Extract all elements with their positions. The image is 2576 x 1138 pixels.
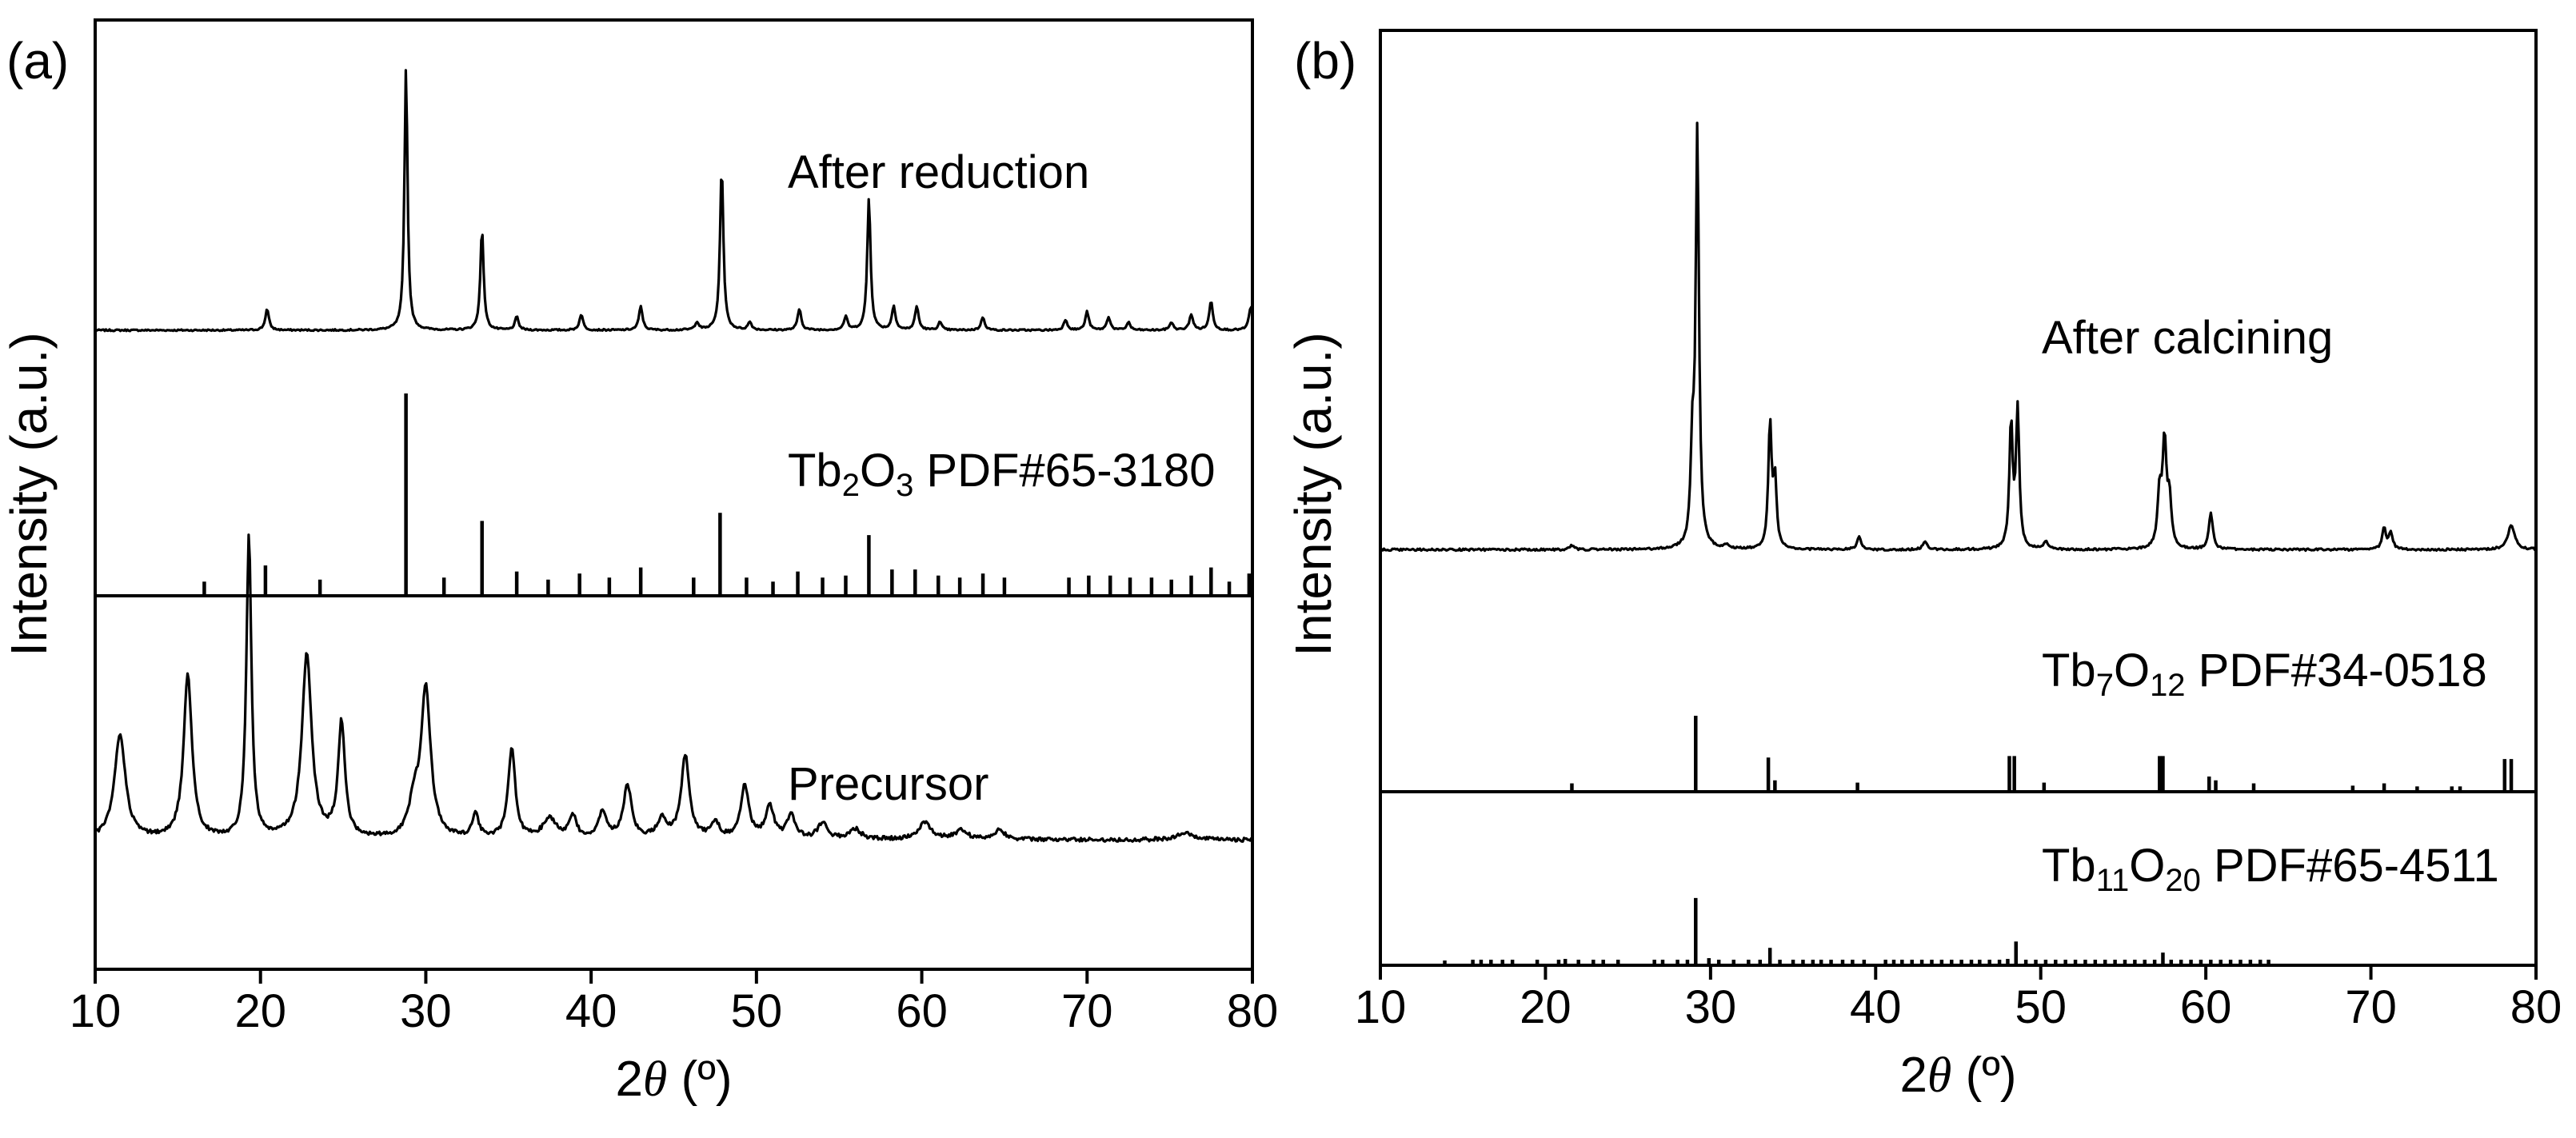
x-tick-label: 20 <box>1520 981 1572 1033</box>
x-tick-label: 30 <box>1685 981 1737 1033</box>
x-tick-label: 60 <box>896 985 948 1037</box>
x-tick-label: 40 <box>1850 981 1902 1033</box>
reference-label: Tb11O20 PDF#65-4511 <box>2042 840 2499 898</box>
panel-b: 10 20 30 40 50 60 70 80 2θ (º) Intensity (a.u.) (b… <box>1284 29 2562 1103</box>
x-tick-label: 50 <box>731 985 783 1037</box>
y-axis-title: Intensity (a.u.) <box>0 332 58 657</box>
xrd-pattern-line <box>94 533 1253 843</box>
panel-label: (a) <box>6 32 69 90</box>
xrd-pattern-line <box>1380 122 2537 553</box>
pattern-label: Precursor <box>788 758 988 810</box>
plot-frame <box>1379 29 2538 967</box>
plot-frame <box>94 18 1254 971</box>
panel-a: 10 20 30 40 50 60 70 80 2θ (º) Intensity (a.u.) (a… <box>0 18 1279 1107</box>
panel-label: (b) <box>1294 32 1356 90</box>
x-tick-label: 50 <box>2015 981 2067 1033</box>
x-tick-label: 10 <box>1355 981 1407 1033</box>
x-tick-label: 30 <box>400 985 452 1037</box>
x-axis-title: 2θ (º) <box>1899 1048 2016 1103</box>
x-tick-label: 60 <box>2180 981 2232 1033</box>
pattern-label: After reduction <box>788 146 1089 198</box>
x-tick-label: 80 <box>1227 985 1279 1037</box>
x-tick-label: 70 <box>2345 981 2397 1033</box>
y-axis-title: Intensity (a.u.) <box>1284 332 1342 657</box>
xrd-pattern-line <box>94 69 1254 333</box>
pattern-label: After calcining <box>2042 312 2333 364</box>
reference-label: Tb2O3 PDF#65-3180 <box>788 445 1216 503</box>
x-tick-label: 70 <box>1061 985 1113 1037</box>
x-tick-label: 40 <box>565 985 617 1037</box>
x-tick-label: 80 <box>2510 981 2562 1033</box>
x-axis-title: 2θ (º) <box>615 1052 732 1107</box>
reference-label: Tb7O12 PDF#34-0518 <box>2042 645 2487 703</box>
x-tick-label: 20 <box>234 985 286 1037</box>
x-tick-label: 10 <box>70 985 122 1037</box>
